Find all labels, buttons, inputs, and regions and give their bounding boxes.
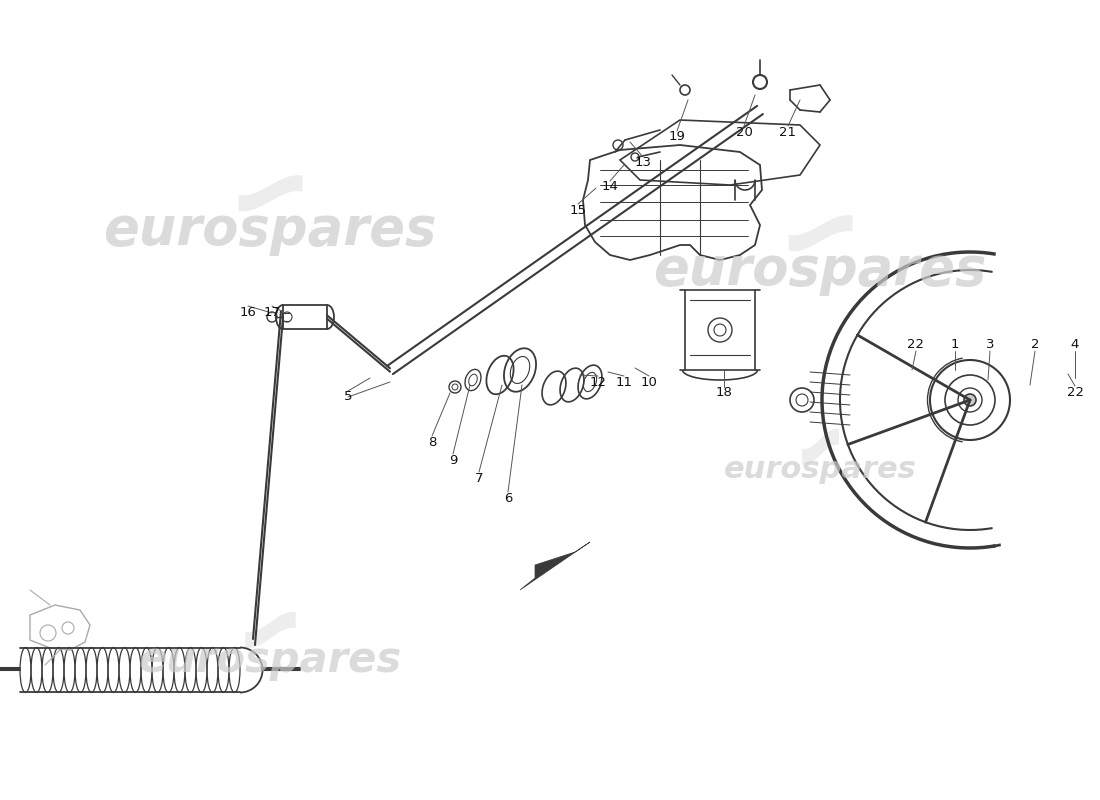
- Circle shape: [964, 394, 976, 406]
- Text: eurospares: eurospares: [653, 244, 987, 296]
- Text: 4: 4: [1070, 338, 1079, 351]
- Text: 8: 8: [428, 435, 437, 449]
- Text: 3: 3: [986, 338, 994, 351]
- Text: 20: 20: [736, 126, 752, 138]
- Text: 15: 15: [570, 203, 586, 217]
- Text: 1: 1: [950, 338, 959, 351]
- Text: 14: 14: [602, 181, 618, 194]
- Text: eurospares: eurospares: [139, 639, 402, 681]
- Text: 17: 17: [264, 306, 280, 318]
- Text: 18: 18: [716, 386, 733, 399]
- Text: 13: 13: [635, 157, 651, 170]
- Text: 2: 2: [1031, 338, 1040, 351]
- Text: 22: 22: [1067, 386, 1084, 398]
- Text: eurospares: eurospares: [724, 455, 916, 485]
- Text: 19: 19: [669, 130, 685, 143]
- Text: eurospares: eurospares: [103, 204, 437, 256]
- Text: 9: 9: [449, 454, 458, 466]
- Text: 7: 7: [475, 471, 483, 485]
- Text: 6: 6: [504, 491, 513, 505]
- Text: 11: 11: [616, 375, 632, 389]
- Text: 12: 12: [590, 375, 606, 389]
- Text: 22: 22: [908, 338, 924, 351]
- Polygon shape: [520, 542, 590, 590]
- Text: 10: 10: [640, 375, 658, 389]
- Text: 21: 21: [780, 126, 796, 138]
- Text: 5: 5: [343, 390, 352, 403]
- Text: 16: 16: [240, 306, 256, 318]
